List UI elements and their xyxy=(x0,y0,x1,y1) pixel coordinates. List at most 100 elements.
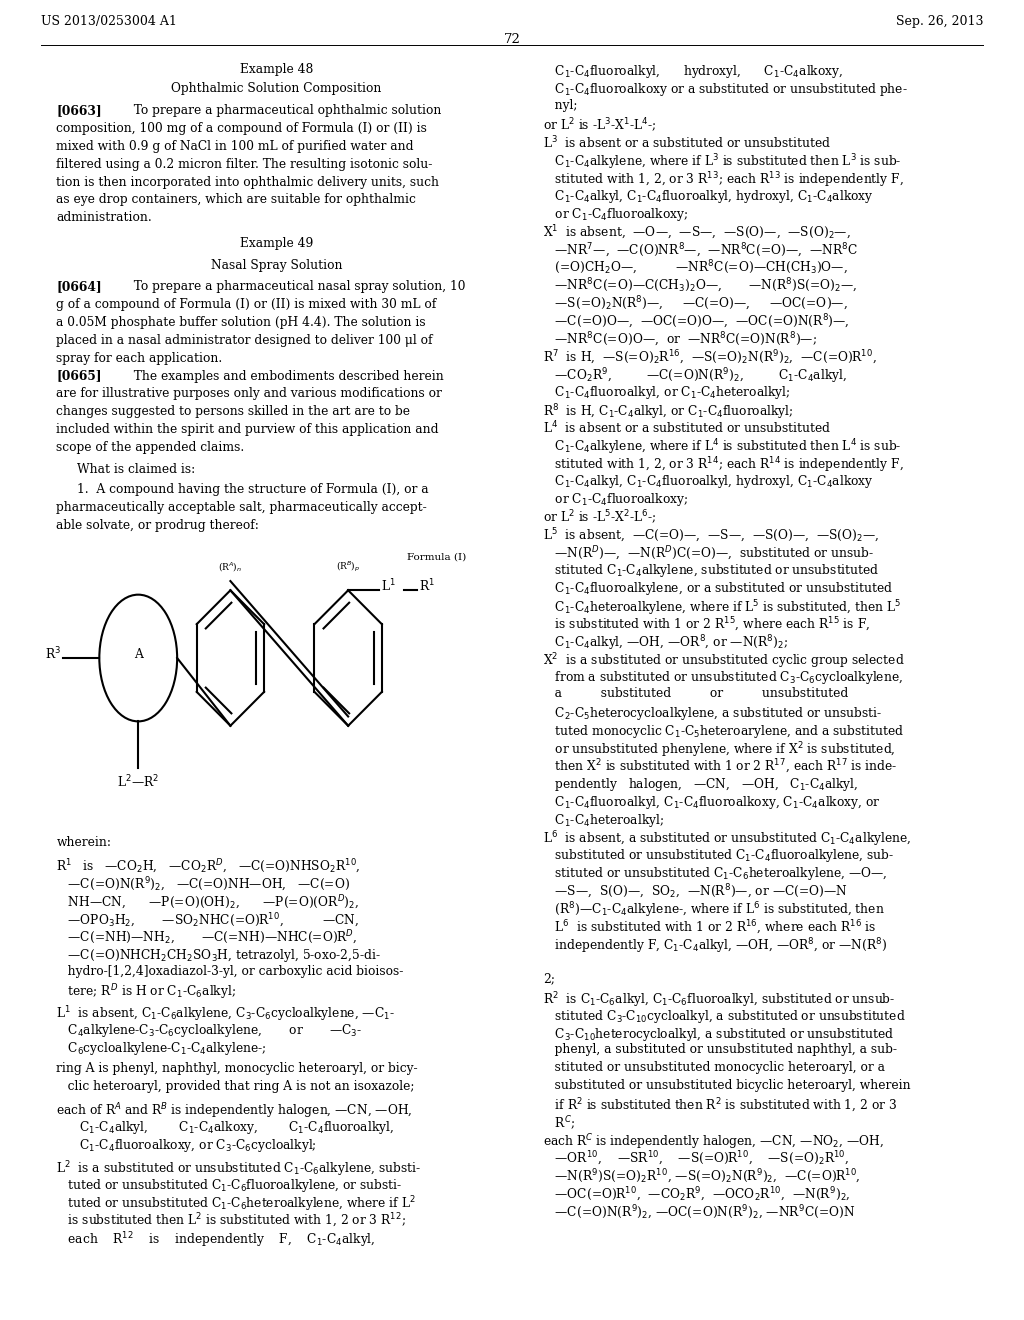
Text: (R$^B$)$_p$: (R$^B$)$_p$ xyxy=(336,560,360,574)
Text: nyl;: nyl; xyxy=(543,99,578,112)
Text: C$_1$-C$_4$fluoroalkyl, or C$_1$-C$_4$heteroalkyl;: C$_1$-C$_4$fluoroalkyl, or C$_1$-C$_4$he… xyxy=(543,384,791,401)
Text: tere; R$^D$ is H or C$_1$-C$_6$alkyl;: tere; R$^D$ is H or C$_1$-C$_6$alkyl; xyxy=(56,982,237,1002)
Text: R$^3$: R$^3$ xyxy=(45,645,61,663)
Text: then X$^2$ is substituted with 1 or 2 R$^{17}$, each R$^{17}$ is inde-: then X$^2$ is substituted with 1 or 2 R$… xyxy=(543,758,897,776)
Text: g of a compound of Formula (I) or (II) is mixed with 30 mL of: g of a compound of Formula (I) or (II) i… xyxy=(56,298,436,312)
Text: L$^6$  is absent, a substituted or unsubstituted C$_1$-C$_4$alkylene,: L$^6$ is absent, a substituted or unsubs… xyxy=(543,829,911,849)
Text: able solvate, or prodrug thereof:: able solvate, or prodrug thereof: xyxy=(56,519,259,532)
Text: mixed with 0.9 g of NaCl in 100 mL of purified water and: mixed with 0.9 g of NaCl in 100 mL of pu… xyxy=(56,140,414,153)
Text: placed in a nasal administrator designed to deliver 100 μl of: placed in a nasal administrator designed… xyxy=(56,334,433,347)
Text: C$_1$-C$_4$fluoroalkoxy, or C$_3$-C$_6$cycloalkyl;: C$_1$-C$_4$fluoroalkoxy, or C$_3$-C$_6$c… xyxy=(56,1137,317,1154)
Text: if R$^2$ is substituted then R$^2$ is substituted with 1, 2 or 3: if R$^2$ is substituted then R$^2$ is su… xyxy=(543,1097,897,1115)
Text: is substituted with 1 or 2 R$^{15}$, where each R$^{15}$ is F,: is substituted with 1 or 2 R$^{15}$, whe… xyxy=(543,615,870,634)
Text: as eye drop containers, which are suitable for ophthalmic: as eye drop containers, which are suitab… xyxy=(56,193,416,206)
Text: —C(=O)O—,  —OC(=O)O—,  —OC(=O)N(R$^8$)—,: —C(=O)O—, —OC(=O)O—, —OC(=O)N(R$^8$)—, xyxy=(543,313,849,331)
Text: C$_4$alkylene-C$_3$-C$_6$cycloalkylene,       or       —C$_3$-: C$_4$alkylene-C$_3$-C$_6$cycloalkylene, … xyxy=(56,1022,362,1039)
Text: (R$^8$)—C$_1$-C$_4$alkylene-, where if L$^6$ is substituted, then: (R$^8$)—C$_1$-C$_4$alkylene-, where if L… xyxy=(543,900,885,920)
Text: (R$^A$)$_n$: (R$^A$)$_n$ xyxy=(218,561,243,574)
Text: tuted or unsubstituted C$_1$-C$_6$heteroalkylene, where if L$^2$: tuted or unsubstituted C$_1$-C$_6$hetero… xyxy=(56,1195,416,1214)
Text: each    R$^{12}$    is    independently    F,    C$_1$-C$_4$alkyl,: each R$^{12}$ is independently F, C$_1$-… xyxy=(56,1230,376,1250)
Text: C$_1$-C$_4$alkyl, C$_1$-C$_4$fluoroalkyl, hydroxyl, C$_1$-C$_4$alkoxy: C$_1$-C$_4$alkyl, C$_1$-C$_4$fluoroalkyl… xyxy=(543,187,873,205)
Text: 2;: 2; xyxy=(543,972,555,985)
Text: C$_1$-C$_4$alkyl, —OH, —OR$^8$, or —N(R$^8$)$_2$;: C$_1$-C$_4$alkyl, —OH, —OR$^8$, or —N(R$… xyxy=(543,634,788,653)
Text: substituted or unsubstituted bicyclic heteroaryl, wherein: substituted or unsubstituted bicyclic he… xyxy=(543,1078,910,1092)
Text: C$_1$-C$_4$alkylene, where if L$^4$ is substituted then L$^4$ is sub-: C$_1$-C$_4$alkylene, where if L$^4$ is s… xyxy=(543,437,901,457)
Text: —NR$^7$—,  —C(O)NR$^8$—,  —NR$^8$C(=O)—,  —NR$^8$C: —NR$^7$—, —C(O)NR$^8$—, —NR$^8$C(=O)—, —… xyxy=(543,242,857,260)
Text: composition, 100 mg of a compound of Formula (I) or (II) is: composition, 100 mg of a compound of For… xyxy=(56,121,427,135)
Text: C$_3$-C$_{10}$heterocycloalkyl, a substituted or unsubstituted: C$_3$-C$_{10}$heterocycloalkyl, a substi… xyxy=(543,1026,894,1043)
Text: —CO$_2$R$^9$,         —C(=O)N(R$^9$)$_2$,         C$_1$-C$_4$alkyl,: —CO$_2$R$^9$, —C(=O)N(R$^9$)$_2$, C$_1$-… xyxy=(543,366,847,385)
Text: R$^8$  is H, C$_1$-C$_4$alkyl, or C$_1$-C$_4$fluoroalkyl;: R$^8$ is H, C$_1$-C$_4$alkyl, or C$_1$-C… xyxy=(543,401,794,421)
Text: C$_1$-C$_4$heteroalkyl;: C$_1$-C$_4$heteroalkyl; xyxy=(543,812,664,829)
Text: To prepare a pharmaceutical ophthalmic solution: To prepare a pharmaceutical ophthalmic s… xyxy=(126,104,441,117)
Text: a          substituted          or          unsubstituted: a substituted or unsubstituted xyxy=(543,686,848,700)
Text: —OC(=O)R$^{10}$,  —CO$_2$R$^9$,  —OCO$_2$R$^{10}$,  —N(R$^9$)$_2$,: —OC(=O)R$^{10}$, —CO$_2$R$^9$, —OCO$_2$R… xyxy=(543,1185,850,1204)
Text: L$^1$: L$^1$ xyxy=(381,578,395,594)
Text: C$_1$-C$_4$alkyl, C$_1$-C$_4$fluoroalkyl, hydroxyl, C$_1$-C$_4$alkoxy: C$_1$-C$_4$alkyl, C$_1$-C$_4$fluoroalkyl… xyxy=(543,473,873,490)
Text: What is claimed is:: What is claimed is: xyxy=(77,462,195,475)
Text: L$^2$—R$^2$: L$^2$—R$^2$ xyxy=(117,774,160,791)
Text: —OPO$_3$H$_2$,       —SO$_2$NHC(=O)R$^{10}$,          —CN,: —OPO$_3$H$_2$, —SO$_2$NHC(=O)R$^{10}$, —… xyxy=(56,911,359,929)
Text: 72: 72 xyxy=(504,33,520,46)
Text: L$^4$  is absent or a substituted or unsubstituted: L$^4$ is absent or a substituted or unsu… xyxy=(543,420,830,437)
Text: X$^1$  is absent,  —O—,  —S—,  —S(O)—,  —S(O)$_2$—,: X$^1$ is absent, —O—, —S—, —S(O)—, —S(O)… xyxy=(543,223,851,242)
Text: C$_1$-C$_4$fluoroalkylene, or a substituted or unsubstituted: C$_1$-C$_4$fluoroalkylene, or a substitu… xyxy=(543,579,893,597)
Text: Example 49: Example 49 xyxy=(240,236,313,249)
Text: each of R$^A$ and R$^B$ is independently halogen, —CN, —OH,: each of R$^A$ and R$^B$ is independently… xyxy=(56,1101,413,1121)
Text: wherein:: wherein: xyxy=(56,836,112,849)
Text: or L$^2$ is -L$^3$-X$^1$-L$^4$-;: or L$^2$ is -L$^3$-X$^1$-L$^4$-; xyxy=(543,116,656,135)
Text: —C(=NH)—NH$_2$,       —C(=NH)—NHC(=O)R$^D$,: —C(=NH)—NH$_2$, —C(=NH)—NHC(=O)R$^D$, xyxy=(56,929,357,948)
Text: R$^2$  is C$_1$-C$_6$alkyl, C$_1$-C$_6$fluoroalkyl, substituted or unsub-: R$^2$ is C$_1$-C$_6$alkyl, C$_1$-C$_6$fl… xyxy=(543,990,895,1010)
Text: substituted or unsubstituted C$_1$-C$_4$fluoroalkylene, sub-: substituted or unsubstituted C$_1$-C$_4$… xyxy=(543,847,894,865)
Text: L$^5$  is absent,  —C(=O)—,  —S—,  —S(O)—,  —S(O)$_2$—,: L$^5$ is absent, —C(=O)—, —S—, —S(O)—, —… xyxy=(543,527,879,545)
Text: C$_1$-C$_4$fluoroalkyl, C$_1$-C$_4$fluoroalkoxy, C$_1$-C$_4$alkoxy, or: C$_1$-C$_4$fluoroalkyl, C$_1$-C$_4$fluor… xyxy=(543,793,881,810)
Text: a 0.05M phosphate buffer solution (pH 4.4). The solution is: a 0.05M phosphate buffer solution (pH 4.… xyxy=(56,315,426,329)
Text: R$^1$   is   —CO$_2$H,   —CO$_2$R$^D$,   —C(=O)NHSO$_2$R$^{10}$,: R$^1$ is —CO$_2$H, —CO$_2$R$^D$, —C(=O)N… xyxy=(56,858,360,876)
Text: L$^6$  is substituted with 1 or 2 R$^{16}$, where each R$^{16}$ is: L$^6$ is substituted with 1 or 2 R$^{16}… xyxy=(543,919,877,937)
Text: (=O)CH$_2$O—,          —NR$^8$C(=O)—CH(CH$_3$)O—,: (=O)CH$_2$O—, —NR$^8$C(=O)—CH(CH$_3$)O—, xyxy=(543,259,848,277)
Text: or unsubstituted phenylene, where if X$^2$ is substituted,: or unsubstituted phenylene, where if X$^… xyxy=(543,741,895,760)
Text: R$^1$: R$^1$ xyxy=(419,578,435,594)
Text: stituted with 1, 2, or 3 R$^{13}$; each R$^{13}$ is independently F,: stituted with 1, 2, or 3 R$^{13}$; each … xyxy=(543,170,903,190)
Text: or L$^2$ is -L$^5$-X$^2$-L$^6$-;: or L$^2$ is -L$^5$-X$^2$-L$^6$-; xyxy=(543,508,656,527)
Text: [0663]: [0663] xyxy=(56,104,102,117)
Text: —OR$^{10}$,    —SR$^{10}$,    —S(=O)R$^{10}$,    —S(=O)$_2$R$^{10}$,: —OR$^{10}$, —SR$^{10}$, —S(=O)R$^{10}$, … xyxy=(543,1150,849,1168)
Text: [0665]: [0665] xyxy=(56,370,101,383)
Text: R$^7$  is H,  —S(=O)$_2$R$^{16}$,  —S(=O)$_2$N(R$^9$)$_2$,  —C(=O)R$^{10}$,: R$^7$ is H, —S(=O)$_2$R$^{16}$, —S(=O)$_… xyxy=(543,348,877,367)
Text: NH—CN,      —P(=O)(OH)$_2$,      —P(=O)(OR$^D$)$_2$,: NH—CN, —P(=O)(OH)$_2$, —P(=O)(OR$^D$)$_2… xyxy=(56,894,359,912)
Text: stituted C$_1$-C$_4$alkylene, substituted or unsubstituted: stituted C$_1$-C$_4$alkylene, substitute… xyxy=(543,562,879,579)
Text: —N(R$^9$)S(=O)$_2$R$^{10}$, —S(=O)$_2$N(R$^9$)$_2$,  —C(=O)R$^{10}$,: —N(R$^9$)S(=O)$_2$R$^{10}$, —S(=O)$_2$N(… xyxy=(543,1168,860,1187)
Text: 1.  A compound having the structure of Formula (I), or a: 1. A compound having the structure of Fo… xyxy=(77,483,428,496)
Text: stituted or unsubstituted monocyclic heteroaryl, or a: stituted or unsubstituted monocyclic het… xyxy=(543,1061,885,1074)
Text: C$_2$-C$_5$heterocycloalkylene, a substituted or unsubsti-: C$_2$-C$_5$heterocycloalkylene, a substi… xyxy=(543,705,882,722)
Text: L$^2$  is a substituted or unsubstituted C$_1$-C$_6$alkylene, substi-: L$^2$ is a substituted or unsubstituted … xyxy=(56,1159,421,1179)
Text: administration.: administration. xyxy=(56,211,153,224)
Text: stituted or unsubstituted C$_1$-C$_6$heteroalkylene, —O—,: stituted or unsubstituted C$_1$-C$_6$het… xyxy=(543,865,887,882)
Text: or C$_1$-C$_4$fluoroalkoxy;: or C$_1$-C$_4$fluoroalkoxy; xyxy=(543,206,688,223)
Text: —N(R$^D$)—,  —N(R$^D$)C(=O)—,  substituted or unsub-: —N(R$^D$)—, —N(R$^D$)C(=O)—, substituted… xyxy=(543,544,873,562)
Text: A: A xyxy=(134,648,142,660)
Text: C$_1$-C$_4$fluoroalkoxy or a substituted or unsubstituted phe-: C$_1$-C$_4$fluoroalkoxy or a substituted… xyxy=(543,82,907,98)
Text: US 2013/0253004 A1: US 2013/0253004 A1 xyxy=(41,15,177,28)
Text: stituted with 1, 2, or 3 R$^{14}$; each R$^{14}$ is independently F,: stituted with 1, 2, or 3 R$^{14}$; each … xyxy=(543,455,903,475)
Text: scope of the appended claims.: scope of the appended claims. xyxy=(56,441,245,454)
Text: phenyl, a substituted or unsubstituted naphthyl, a sub-: phenyl, a substituted or unsubstituted n… xyxy=(543,1043,897,1056)
Text: tuted monocyclic C$_1$-C$_5$heteroarylene, and a substituted: tuted monocyclic C$_1$-C$_5$heteroarylen… xyxy=(543,722,904,739)
Text: ring A is phenyl, naphthyl, monocyclic heteroaryl, or bicy-: ring A is phenyl, naphthyl, monocyclic h… xyxy=(56,1061,418,1074)
Text: R$^C$;: R$^C$; xyxy=(543,1114,574,1133)
Text: —NR$^8$C(=O)O—,  or  —NR$^8$C(=O)N(R$^8$)—;: —NR$^8$C(=O)O—, or —NR$^8$C(=O)N(R$^8$)—… xyxy=(543,330,817,348)
Text: —NR$^8$C(=O)—C(CH$_3$)$_2$O—,       —N(R$^8$)S(=O)$_2$—,: —NR$^8$C(=O)—C(CH$_3$)$_2$O—, —N(R$^8$)S… xyxy=(543,277,857,296)
Text: To prepare a pharmaceutical nasal spray solution, 10: To prepare a pharmaceutical nasal spray … xyxy=(126,280,466,293)
Text: [0664]: [0664] xyxy=(56,280,102,293)
Text: from a substituted or unsubstituted C$_3$-C$_6$cycloalkylene,: from a substituted or unsubstituted C$_3… xyxy=(543,669,903,686)
Text: Nasal Spray Solution: Nasal Spray Solution xyxy=(211,259,342,272)
Text: —C(=O)N(R$^9$)$_2$, —OC(=O)N(R$^9$)$_2$, —NR$^9$C(=O)N: —C(=O)N(R$^9$)$_2$, —OC(=O)N(R$^9$)$_2$,… xyxy=(543,1204,855,1222)
Text: pharmaceutically acceptable salt, pharmaceutically accept-: pharmaceutically acceptable salt, pharma… xyxy=(56,500,427,513)
Text: is substituted then L$^2$ is substituted with 1, 2 or 3 R$^{12}$;: is substituted then L$^2$ is substituted… xyxy=(56,1212,407,1230)
Text: —C(=O)NHCH$_2$CH$_2$SO$_3$H, tetrazolyl, 5-oxo-2,5-di-: —C(=O)NHCH$_2$CH$_2$SO$_3$H, tetrazolyl,… xyxy=(56,946,381,964)
Text: —C(=O)N(R$^9$)$_2$,   —C(=O)NH—OH,   —C(=O): —C(=O)N(R$^9$)$_2$, —C(=O)NH—OH, —C(=O) xyxy=(56,875,350,894)
Text: included within the spirit and purview of this application and: included within the spirit and purview o… xyxy=(56,422,439,436)
Text: L$^3$  is absent or a substituted or unsubstituted: L$^3$ is absent or a substituted or unsu… xyxy=(543,135,830,152)
Text: tion is then incorporated into ophthalmic delivery units, such: tion is then incorporated into ophthalmi… xyxy=(56,176,439,189)
Text: Example 48: Example 48 xyxy=(240,63,313,77)
